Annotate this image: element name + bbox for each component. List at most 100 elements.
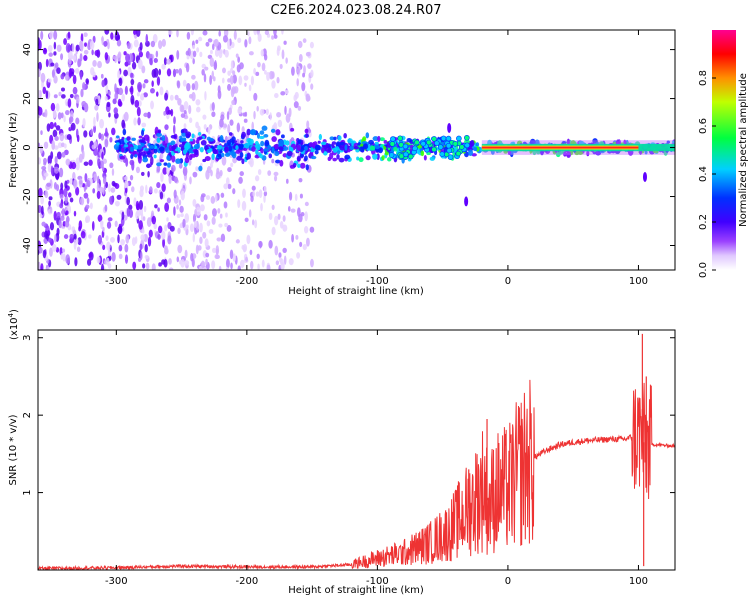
spectrogram-cell (217, 153, 222, 158)
spectrogram-cell (156, 165, 161, 173)
spectrogram-cell (271, 136, 277, 142)
spectrogram-cell (128, 60, 131, 66)
spectrogram-blob (407, 153, 414, 160)
spectrogram-cell (326, 149, 331, 153)
spectrogram-cell (51, 140, 56, 151)
spectrogram-cell (586, 150, 590, 157)
spectrogram-cell (244, 217, 249, 223)
spectrogram-cell (333, 136, 337, 141)
spectrogram-streak (447, 122, 452, 133)
spectrogram-cell (283, 40, 287, 45)
spectrogram-cell (204, 155, 211, 162)
spectrogram-cell (65, 158, 71, 166)
colorbar-tick-label: 0.0 (698, 262, 709, 278)
spectrogram-cell (255, 149, 259, 155)
spectrogram-cell (192, 44, 195, 50)
spectrogram-cell (310, 258, 314, 268)
spectrogram-cell (337, 135, 342, 141)
spectrogram-cell (258, 135, 265, 140)
spectrogram-cell (157, 233, 161, 240)
spectrogram-cell (115, 135, 120, 139)
spectrogram-cell (104, 30, 110, 35)
spectrogram-cell (221, 77, 225, 84)
spectrogram-cell (175, 158, 181, 164)
spectrogram-cell (215, 193, 218, 203)
spectrogram-cell (96, 190, 101, 200)
spectrogram-cell (50, 102, 56, 112)
spectrogram-cell (301, 81, 306, 92)
spectrogram-cell (77, 58, 82, 67)
spectrogram-cell (75, 44, 80, 52)
spectrogram-cell (63, 115, 66, 123)
chart-title: C2E6.2024.023.08.24.R07 (270, 3, 441, 18)
spectrogram-cell (230, 41, 235, 49)
spectrogram-cell (51, 243, 57, 252)
spectrogram-cell (141, 129, 145, 137)
spectrogram-cell (302, 243, 307, 251)
spectrogram-cell (302, 72, 306, 78)
spectrogram-cell (250, 260, 254, 270)
spectrogram-cell (356, 156, 360, 161)
spectrogram-cell (91, 221, 95, 231)
spectrogram-cell (261, 62, 266, 72)
spectrogram-cell (40, 195, 44, 205)
spectrogram-cell (147, 170, 150, 178)
spectrogram-cell (99, 160, 104, 169)
spectrogram-cell (63, 187, 68, 198)
spectrogram-cell (144, 148, 149, 152)
spectrogram-cell (230, 162, 234, 168)
spectrogram-cell (158, 68, 162, 76)
spectrogram-cell (163, 110, 167, 116)
spectrogram-cell (299, 241, 303, 247)
spectrogram-cell (259, 153, 263, 159)
spectrogram-cell (176, 30, 179, 38)
spectrogram-cell (197, 132, 202, 136)
spectrogram-cell (161, 230, 166, 240)
spectrogram-cell (231, 99, 236, 106)
spectrogram-cell (152, 33, 158, 44)
spectrogram-cell (85, 204, 90, 210)
x-tick-label: 0 (505, 276, 511, 287)
spectrogram-cell (386, 157, 392, 162)
spectrogram-cell (157, 129, 162, 134)
spectrogram-cell (191, 74, 196, 80)
spectrogram-cell (168, 174, 172, 185)
spectrogram-cell (86, 179, 91, 187)
spectrogram-cell (209, 74, 212, 85)
spectrogram-cell (298, 177, 303, 183)
spectrogram-cell (264, 30, 270, 36)
spectrogram-blob (397, 135, 403, 142)
spectrogram-cell (41, 205, 44, 216)
spectrogram-cell (183, 123, 187, 129)
spectrogram-cell (227, 123, 231, 134)
spectrogram-cell (206, 220, 211, 227)
spectrogram-cell (150, 100, 154, 110)
spectrogram-cell (92, 60, 97, 67)
spectrogram-cell (321, 147, 325, 154)
spectrogram-cell (263, 191, 268, 197)
spectrogram-cell (211, 43, 215, 51)
spectrogram-cell (203, 124, 207, 130)
spectrogram-cell (40, 72, 46, 83)
spectrogram-cell (87, 258, 92, 266)
spectrogram-cell (273, 30, 277, 36)
spectrogram-cell (251, 219, 255, 226)
spectrogram-cell (104, 95, 108, 101)
spectrogram-cell (173, 116, 176, 125)
spectrogram-cell (253, 30, 258, 36)
spectrogram-cell (64, 180, 68, 190)
spectrogram-cell (142, 263, 146, 269)
spectrogram-cell (374, 141, 379, 145)
spectrogram-cell (225, 212, 228, 218)
spectrogram-cell (200, 260, 205, 269)
spectrogram-cell (175, 68, 179, 74)
spectrogram-cell (163, 57, 167, 66)
spectrogram-cell (274, 215, 279, 226)
spectrogram-cell (349, 145, 354, 150)
spectrogram-cell (644, 150, 648, 155)
spectrogram-cell (113, 107, 118, 115)
spectrogram-cell (211, 102, 215, 112)
spectrogram-cell (135, 200, 140, 211)
spectrogram-cell (162, 167, 168, 175)
spectrogram-cell (312, 141, 316, 149)
